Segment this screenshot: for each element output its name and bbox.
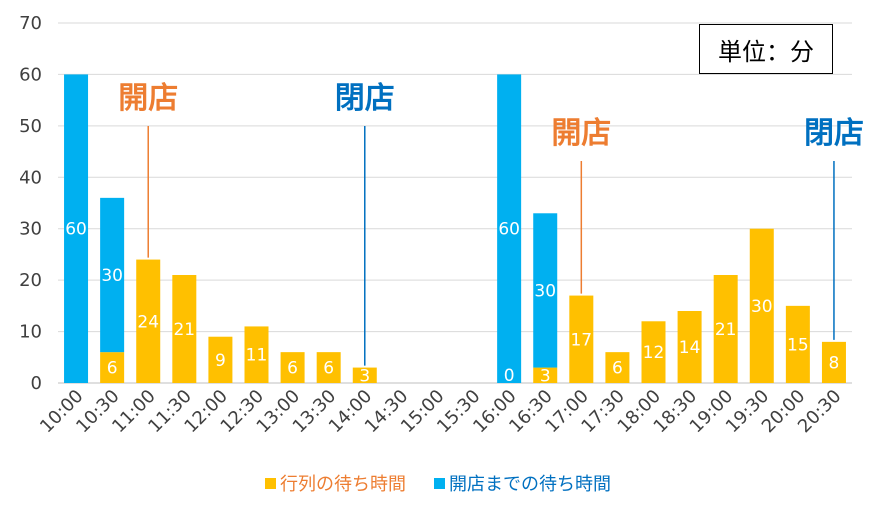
annotation-label: 閉店 [335, 81, 395, 116]
bar-queue [352, 367, 377, 383]
data-label: 30 [751, 297, 773, 317]
bar-queue [749, 228, 774, 383]
legend-item-queue: 行列の待ち時間 [265, 470, 406, 496]
legend: 行列の待ち時間 開店までの待ち時間 [0, 470, 876, 496]
bar-queue [280, 352, 305, 383]
bar-queue [605, 352, 630, 383]
y-tick-label: 40 [19, 167, 42, 188]
data-label-zero: 0 [395, 366, 406, 386]
bar-queue [785, 305, 810, 383]
data-label: 8 [829, 353, 840, 373]
data-label: 21 [173, 320, 195, 340]
data-label-zero: 0 [504, 366, 515, 386]
bar-queue [172, 275, 197, 383]
annotation-label: 開店 [551, 116, 611, 151]
y-tick-label: 0 [31, 373, 42, 394]
legend-label-queue: 行列の待ち時間 [280, 474, 406, 495]
bar-queue [244, 326, 269, 383]
data-label: 6 [107, 359, 118, 379]
bar-queue [713, 275, 738, 383]
data-label: 9 [215, 351, 226, 371]
bar-until-open [497, 74, 522, 383]
unit-label: 単位：分 [718, 37, 814, 66]
legend-swatch-until-open [434, 477, 445, 489]
data-label-zero: 0 [468, 366, 479, 386]
bar-queue [641, 321, 666, 383]
data-label: 6 [612, 359, 623, 379]
bar-queue [569, 295, 594, 383]
data-label: 30 [101, 266, 123, 286]
bar-queue [533, 367, 558, 383]
bar-until-open [64, 74, 89, 383]
data-label: 6 [287, 359, 298, 379]
data-label: 6 [323, 359, 334, 379]
data-label: 12 [643, 343, 665, 363]
legend-label-until-open: 開店までの待ち時間 [449, 474, 611, 495]
bar-queue [208, 336, 233, 383]
y-axis-ticks: 0 10 20 30 40 50 60 70 [19, 13, 42, 394]
bar-queue [136, 259, 161, 383]
data-label: 24 [137, 312, 159, 332]
legend-item-until-open: 開店までの待ち時間 [434, 470, 611, 496]
x-axis-ticks: 10:0010:3011:0011:3012:0012:3013:0013:30… [36, 386, 845, 438]
data-label: 60 [498, 220, 520, 240]
y-tick-label: 70 [19, 13, 42, 34]
bars [64, 74, 846, 383]
y-tick-label: 10 [19, 322, 42, 343]
y-tick-label: 20 [19, 270, 42, 291]
annotation-label: 閉店 [804, 116, 864, 151]
y-tick-label: 50 [19, 116, 42, 137]
data-label: 3 [359, 366, 370, 386]
legend-swatch-queue [265, 477, 276, 489]
data-label: 17 [570, 330, 592, 350]
data-label: 15 [787, 335, 809, 355]
data-label-zero: 0 [432, 366, 443, 386]
y-tick-label: 60 [19, 64, 42, 85]
data-label: 30 [534, 281, 556, 301]
y-tick-label: 30 [19, 219, 42, 240]
bar-queue [821, 341, 846, 383]
data-label: 21 [715, 320, 737, 340]
bar-queue [677, 311, 702, 383]
data-label: 11 [246, 346, 268, 366]
data-label: 14 [679, 338, 701, 358]
bar-queue [316, 352, 341, 383]
data-label: 3 [540, 366, 551, 386]
unit-label-box: 単位：分 [699, 24, 833, 74]
bar-until-open [100, 197, 125, 353]
data-label: 60 [65, 220, 87, 240]
annotation-label: 開店 [118, 81, 178, 116]
bar-until-open [533, 213, 558, 368]
bar-queue [100, 352, 125, 383]
